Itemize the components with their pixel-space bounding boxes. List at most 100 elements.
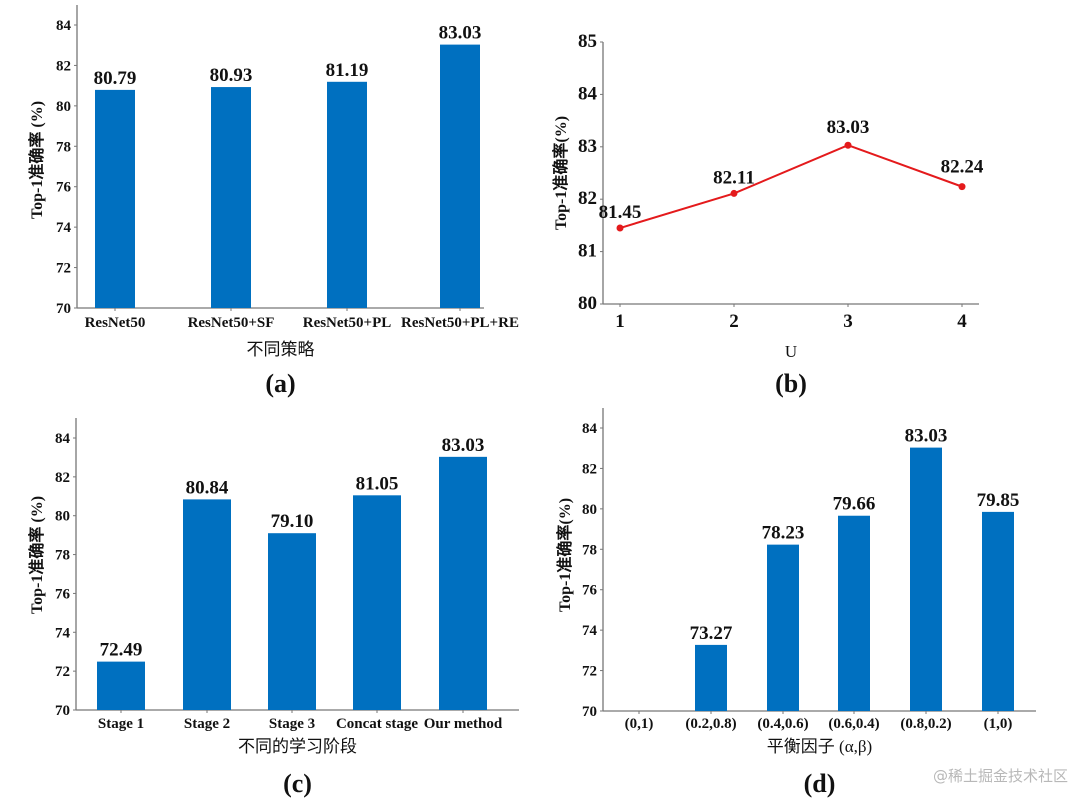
bar-2 [183, 499, 231, 710]
bar-6 [982, 511, 1014, 711]
x-tick-label: Concat stage [336, 716, 418, 732]
y-tick-label: 82 [582, 461, 597, 477]
data-label: 81.19 [326, 60, 369, 81]
data-label: 79.85 [977, 490, 1020, 511]
x-tick-label: (0.2,0.8) [685, 716, 736, 732]
data-label: 83.03 [439, 23, 482, 44]
x-axis-title: U [785, 342, 797, 361]
bar-4 [440, 44, 480, 309]
series-line [619, 144, 963, 229]
panel-label: (c) [283, 769, 312, 798]
y-tick-label: 81 [578, 241, 597, 262]
bar-4 [838, 515, 870, 711]
y-axis-title: Top-1准确率 (%) [27, 496, 46, 614]
data-point-2 [730, 189, 738, 197]
data-point-1 [616, 224, 624, 232]
x-tick-label: (0.4,0.6) [757, 716, 808, 732]
chart-b-u-parameter: 80 81 82 83 84 85 1 2 3 4 81.45 82.11 83.03 82.24 Top-… [551, 31, 984, 398]
data-label: 72.49 [100, 640, 143, 661]
y-tick-label: 80 [55, 509, 70, 525]
y-tick-label: 70 [55, 703, 70, 719]
y-tick-label: 74 [55, 625, 71, 641]
x-tick-label: 2 [729, 311, 739, 332]
y-tick-label: 82 [56, 58, 71, 74]
y-tick-label: 74 [582, 623, 598, 639]
x-tick-label: Stage 1 [98, 716, 144, 732]
bar-5 [439, 456, 487, 710]
x-tick-label: 1 [615, 311, 625, 332]
panel-label: (a) [265, 369, 295, 398]
bar-3 [327, 81, 367, 308]
y-tick-label: 78 [582, 542, 597, 558]
y-tick-label: 72 [55, 664, 70, 680]
data-label: 83.03 [905, 426, 948, 447]
y-tick-label: 83 [578, 136, 597, 157]
data-label: 81.45 [599, 202, 642, 223]
bar-3 [767, 544, 799, 711]
x-tick-label: (0.6,0.4) [828, 716, 879, 732]
data-label: 80.84 [186, 477, 229, 498]
y-tick-label: 84 [55, 431, 71, 447]
x-tick-label: Stage 2 [184, 716, 230, 732]
chart-a-strategies: 70 72 74 76 78 80 82 84 ResNet50 ResNet50+SF ResNe… [27, 5, 519, 398]
y-tick-label: 85 [578, 31, 597, 52]
bar-1 [95, 89, 135, 309]
panel-label: (b) [775, 369, 807, 398]
x-tick-label: (0,1) [625, 716, 654, 732]
x-tick-label: Our method [424, 716, 503, 732]
x-axis-title: 不同的学习阶段 [238, 737, 357, 756]
y-tick-label: 80 [582, 502, 597, 518]
data-label: 73.27 [690, 623, 733, 644]
y-tick-label: 84 [56, 18, 72, 34]
data-label: 79.66 [833, 494, 876, 515]
y-tick-label: 70 [56, 301, 71, 317]
y-tick-label: 72 [56, 261, 71, 277]
x-tick-label: (1,0) [984, 716, 1013, 732]
data-label: 78.23 [762, 523, 805, 544]
data-point-3 [844, 141, 852, 149]
bar-1 [97, 661, 145, 710]
data-label: 79.10 [271, 511, 314, 532]
x-tick-label: ResNet50+SF [188, 315, 275, 331]
data-label: 83.03 [442, 435, 485, 456]
y-tick-label: 82 [55, 470, 70, 486]
y-tick-label: 82 [578, 188, 597, 209]
y-tick-label: 76 [56, 180, 72, 196]
y-tick-label: 72 [582, 664, 597, 680]
chart-d-balance-factor: 70 72 74 76 78 80 82 84 (0,1) (0.2,0.8) (0.4,0.6) (… [555, 408, 1036, 798]
bar-2 [695, 644, 727, 711]
x-tick-label: (0.8,0.2) [900, 716, 951, 732]
y-tick-label: 84 [582, 421, 598, 437]
data-label: 82.24 [941, 157, 984, 178]
x-axis-title: 平衡因子 (α,β) [767, 737, 872, 756]
data-label: 80.93 [210, 65, 253, 86]
y-tick-label: 78 [56, 139, 71, 155]
data-label: 81.05 [356, 473, 399, 494]
y-tick-label: 70 [582, 704, 597, 720]
bar-2 [211, 87, 251, 308]
bar-4 [353, 495, 401, 710]
panel-label: (d) [804, 769, 836, 798]
y-tick-label: 74 [56, 220, 72, 236]
x-tick-label: ResNet50 [85, 315, 146, 331]
y-tick-label: 84 [578, 83, 598, 104]
chart-c-learning-stages: 70 72 74 76 78 80 82 84 Stage 1 Stage 2 Stage 3 Con… [27, 418, 519, 798]
y-tick-label: 76 [582, 583, 598, 599]
x-tick-label: ResNet50+PL [303, 315, 392, 331]
x-tick-label: Stage 3 [269, 716, 315, 732]
y-axis-title: Top-1准确率(%) [551, 116, 570, 230]
bar-3 [268, 533, 316, 710]
y-axis-title: Top-1准确率 (%) [27, 101, 46, 219]
x-axis-title: 不同策略 [247, 340, 315, 359]
y-tick-label: 80 [578, 293, 597, 314]
y-axis-title: Top-1准确率(%) [555, 498, 574, 612]
data-label: 80.79 [94, 68, 137, 89]
y-tick-label: 76 [55, 586, 71, 602]
data-point-4 [958, 183, 966, 191]
data-label: 82.11 [713, 167, 755, 188]
y-tick-label: 80 [56, 99, 71, 115]
x-tick-label: ResNet50+PL+RE [401, 315, 519, 331]
data-label: 83.03 [827, 117, 870, 138]
watermark: @稀土掘金技术社区 [933, 767, 1068, 785]
